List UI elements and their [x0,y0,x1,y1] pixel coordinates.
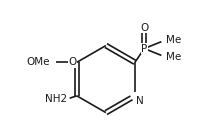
Text: P: P [141,44,147,53]
Text: Me: Me [166,52,181,62]
Text: Me: Me [166,35,181,45]
Text: OMe: OMe [27,57,50,67]
Text: O: O [68,57,76,67]
Text: NH2: NH2 [45,94,67,104]
Text: O: O [140,23,148,33]
Text: N: N [136,96,143,106]
